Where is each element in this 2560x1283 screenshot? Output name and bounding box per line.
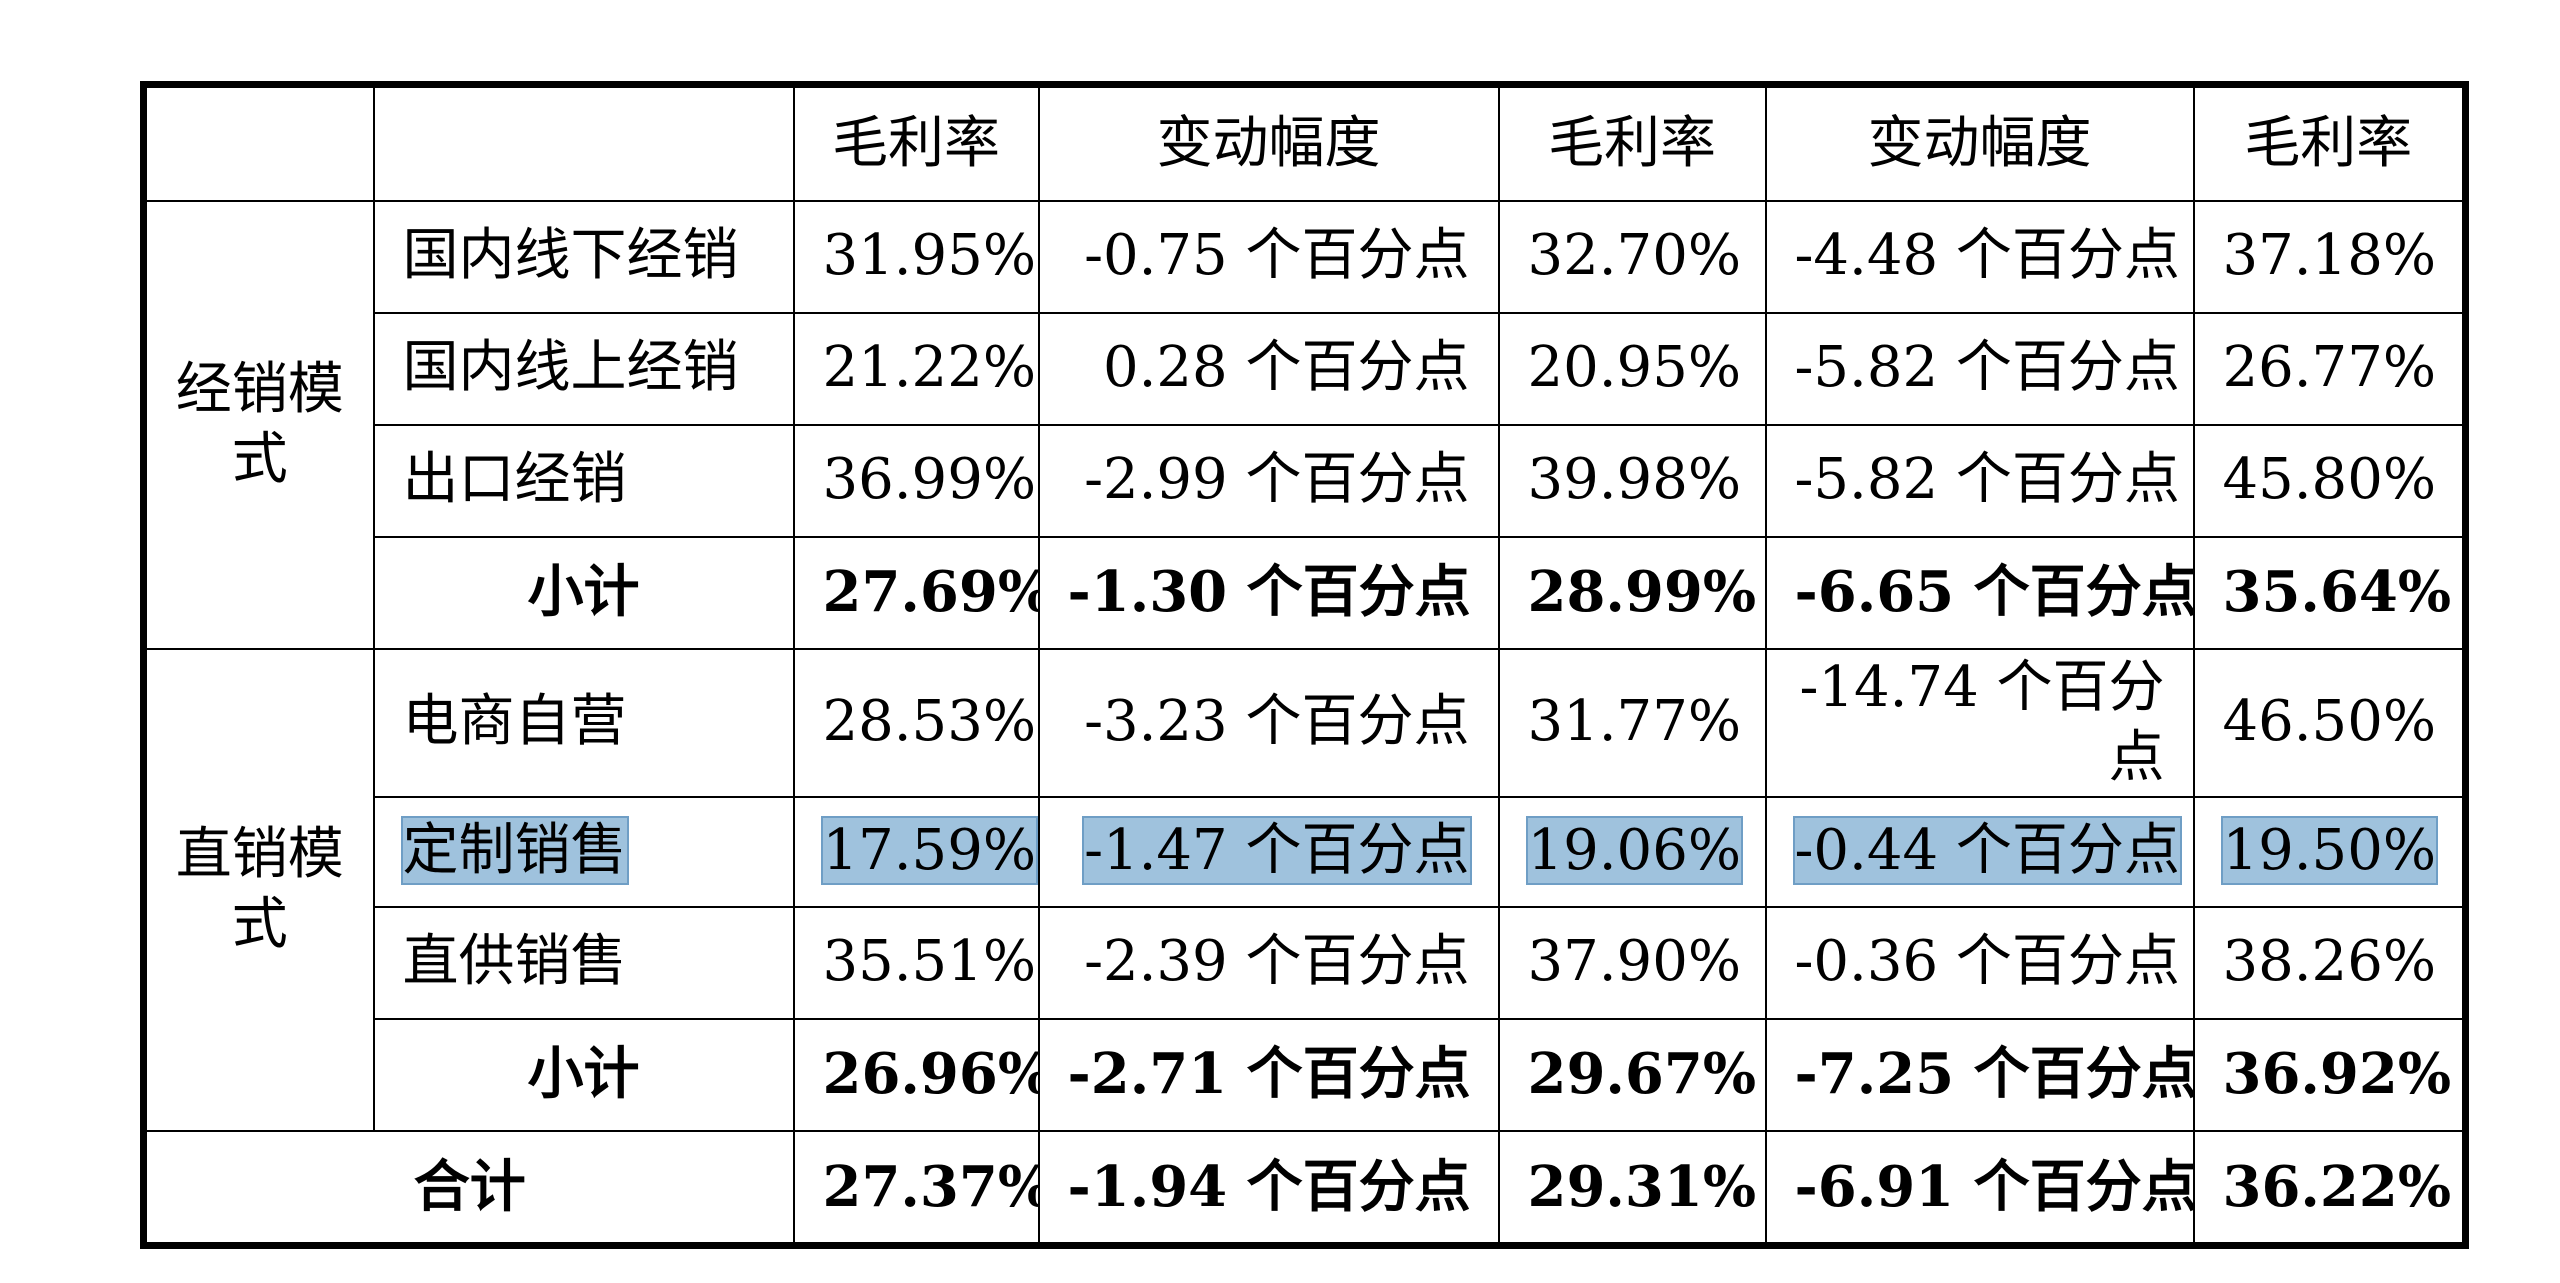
group-label-direct: 直销模式 <box>142 647 375 1132</box>
value-cell: -2.99 个百分点 <box>1037 423 1500 538</box>
subtotal-row: 小计 27.69% -1.30 个百分点 28.99% -6.65 个百分点 3… <box>144 535 2467 650</box>
selected-text[interactable]: 19.50% <box>2222 818 2437 884</box>
gross-margin-table: 毛利率 变动幅度 毛利率 变动幅度 毛利率 经销模式 国内线下经销 31.95%… <box>140 81 2469 1249</box>
value-cell: 26.77% <box>2192 311 2467 426</box>
value-cell: -0.75 个百分点 <box>1037 199 1500 314</box>
value-cell[interactable]: 17.59% <box>792 795 1040 908</box>
value-cell: 27.69% <box>792 535 1040 650</box>
value-cell: 31.95% <box>792 199 1040 314</box>
value-cell: -6.65 个百分点 <box>1764 535 2195 650</box>
value-cell: 36.22% <box>2192 1129 2467 1247</box>
value-cell: -6.91 个百分点 <box>1764 1129 2195 1247</box>
value-cell: -1.94 个百分点 <box>1037 1129 1500 1247</box>
row-label[interactable]: 定制销售 <box>372 795 795 908</box>
subtotal-label: 小计 <box>372 535 795 650</box>
value-cell: 21.22% <box>792 311 1040 426</box>
total-label: 合计 <box>142 1129 795 1247</box>
value-cell: 45.80% <box>2192 423 2467 538</box>
selected-text[interactable]: -0.44 个百分点 <box>1794 818 2180 884</box>
value-cell: -2.39 个百分点 <box>1037 905 1500 1020</box>
value-cell: -4.48 个百分点 <box>1764 199 2195 314</box>
header-cell-blank-2 <box>372 83 795 202</box>
value-cell: 20.95% <box>1497 311 1767 426</box>
header-cell-blank-1 <box>142 83 375 202</box>
value-cell[interactable]: 19.50% <box>2192 795 2467 908</box>
group-label-distribution: 经销模式 <box>142 199 375 650</box>
value-cell: -5.82 个百分点 <box>1764 311 2195 426</box>
table-row: 出口经销 36.99% -2.99 个百分点 39.98% -5.82 个百分点… <box>144 423 2467 538</box>
value-cell: 31.77% <box>1497 647 1767 798</box>
value-cell: 39.98% <box>1497 423 1767 538</box>
row-label: 国内线上经销 <box>372 311 795 426</box>
header-gross-margin-1: 毛利率 <box>792 83 1040 202</box>
header-row: 毛利率 变动幅度 毛利率 变动幅度 毛利率 <box>142 83 2467 202</box>
value-cell: 38.26% <box>2192 905 2467 1020</box>
selected-text[interactable]: 17.59% <box>822 818 1037 884</box>
value-cell: 29.31% <box>1497 1129 1767 1247</box>
table-row-selected: 定制销售 17.59% -1.47 个百分点 19.06% -0.44 个百分点… <box>144 795 2467 908</box>
table-row: 直销模式 电商自营 28.53% -3.23 个百分点 31.77% -14.7… <box>142 647 2467 1132</box>
table-row: 国内线上经销 21.22% 0.28 个百分点 20.95% -5.82 个百分… <box>144 311 2467 426</box>
value-cell: -14.74 个百分点 <box>1764 647 2195 798</box>
value-cell[interactable]: 19.06% <box>1497 795 1767 908</box>
selected-text[interactable]: 19.06% <box>1527 818 1742 884</box>
value-cell: -2.71 个百分点 <box>1037 1017 1500 1132</box>
header-change-2: 变动幅度 <box>1764 83 2195 202</box>
value-cell: 37.90% <box>1497 905 1767 1020</box>
row-label: 国内线下经销 <box>372 199 795 314</box>
value-cell: 35.64% <box>2192 535 2467 650</box>
value-cell[interactable]: -0.44 个百分点 <box>1764 795 2195 908</box>
subtotal-label: 小计 <box>372 1017 795 1132</box>
header-change-1: 变动幅度 <box>1037 83 1500 202</box>
table-row: 直供销售 35.51% -2.39 个百分点 37.90% -0.36 个百分点… <box>144 905 2467 1020</box>
value-cell: 36.92% <box>2192 1017 2467 1132</box>
total-row: 合计 27.37% -1.94 个百分点 29.31% -6.91 个百分点 3… <box>142 1129 2467 1247</box>
row-label: 直供销售 <box>372 905 795 1020</box>
value-cell: 37.18% <box>2192 199 2467 314</box>
value-cell: 28.99% <box>1497 535 1767 650</box>
value-cell: -1.30 个百分点 <box>1037 535 1500 650</box>
row-label: 电商自营 <box>372 647 795 798</box>
value-cell: -7.25 个百分点 <box>1764 1017 2195 1132</box>
value-cell: 35.51% <box>792 905 1040 1020</box>
value-cell: 36.99% <box>792 423 1040 538</box>
value-cell: 27.37% <box>792 1129 1040 1247</box>
subtotal-row: 小计 26.96% -2.71 个百分点 29.67% -7.25 个百分点 3… <box>144 1017 2467 1132</box>
selected-text[interactable]: 定制销售 <box>402 818 627 884</box>
value-cell: -5.82 个百分点 <box>1764 423 2195 538</box>
value-cell: 46.50% <box>2192 647 2467 798</box>
header-gross-margin-3: 毛利率 <box>2192 83 2467 202</box>
header-gross-margin-2: 毛利率 <box>1497 83 1767 202</box>
value-cell[interactable]: -1.47 个百分点 <box>1037 795 1500 908</box>
table-row: 经销模式 国内线下经销 31.95% -0.75 个百分点 32.70% -4.… <box>142 199 2467 650</box>
selected-text[interactable]: -1.47 个百分点 <box>1084 818 1470 884</box>
value-cell: 28.53% <box>792 647 1040 798</box>
value-cell: 29.67% <box>1497 1017 1767 1132</box>
value-cell: 32.70% <box>1497 199 1767 314</box>
row-label: 出口经销 <box>372 423 795 538</box>
value-cell: -0.36 个百分点 <box>1764 905 2195 1020</box>
value-cell: 26.96% <box>792 1017 1040 1132</box>
value-cell: 0.28 个百分点 <box>1037 311 1500 426</box>
value-cell: -3.23 个百分点 <box>1037 647 1500 798</box>
